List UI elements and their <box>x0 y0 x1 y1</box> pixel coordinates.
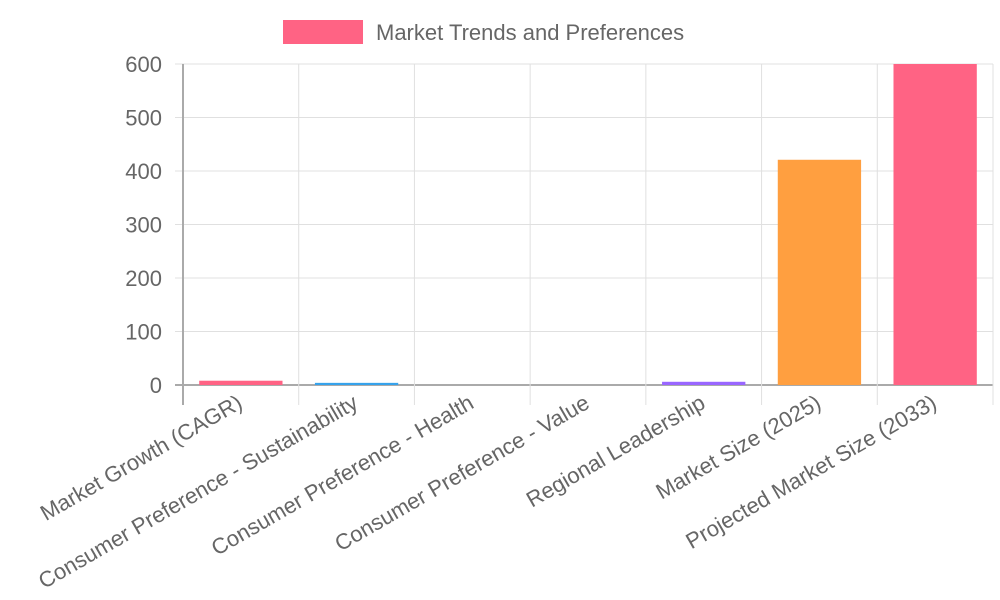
y-tick-label: 300 <box>125 213 162 238</box>
x-tick-label: Market Growth (CAGR) <box>36 390 246 526</box>
y-tick-label: 0 <box>150 373 162 398</box>
y-axis-ticks: 0 100 200 300 400 500 600 <box>125 52 162 398</box>
y-tick-label: 500 <box>125 106 162 131</box>
y-tick-label: 400 <box>125 159 162 184</box>
bar[interactable] <box>777 159 862 385</box>
bar[interactable] <box>662 381 746 385</box>
y-tick-label: 200 <box>125 266 162 291</box>
y-tick-label: 600 <box>125 52 162 77</box>
x-axis-ticks: Market Growth (CAGR)Consumer Preference … <box>34 390 941 594</box>
legend-swatch <box>283 20 363 44</box>
legend-label: Market Trends and Preferences <box>376 20 684 45</box>
bars <box>199 64 977 385</box>
bar[interactable] <box>314 382 399 385</box>
legend[interactable]: Market Trends and Preferences <box>283 20 684 45</box>
y-tick-label: 100 <box>125 320 162 345</box>
bar[interactable] <box>893 64 977 385</box>
bar[interactable] <box>199 380 283 385</box>
grid <box>175 63 994 405</box>
